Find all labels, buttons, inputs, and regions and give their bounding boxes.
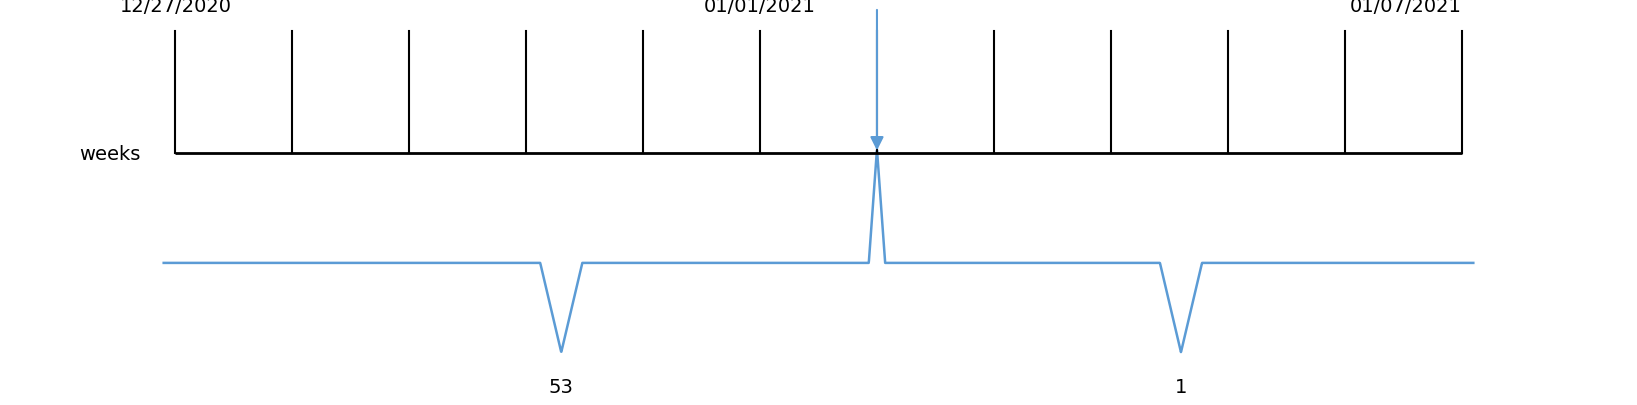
Text: 01/01/2021: 01/01/2021 bbox=[704, 0, 815, 16]
Text: 1: 1 bbox=[1175, 377, 1187, 396]
Text: 01/07/2021: 01/07/2021 bbox=[1351, 0, 1462, 16]
Text: 12/27/2020: 12/27/2020 bbox=[120, 0, 231, 16]
Text: weeks: weeks bbox=[79, 145, 141, 163]
Text: 53: 53 bbox=[548, 377, 573, 396]
